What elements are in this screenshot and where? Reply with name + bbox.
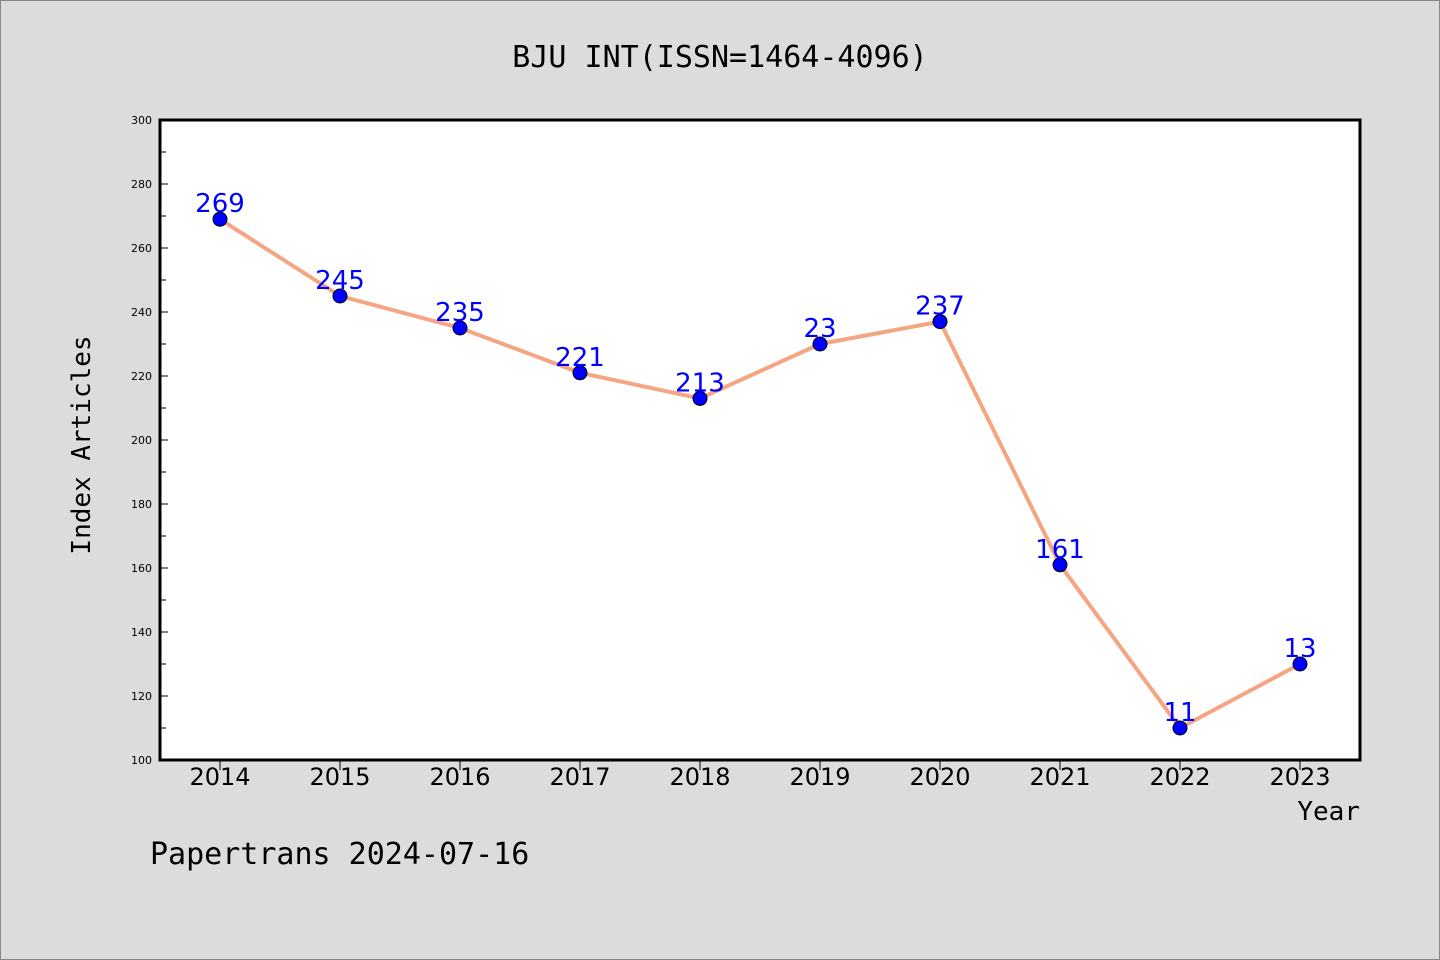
data-label: 237 xyxy=(915,292,965,322)
data-point xyxy=(212,211,228,227)
x-tick-label: 2015 xyxy=(309,763,370,791)
x-axis: 2014 2015 2016 2017 2018 2019 2020 2021 2022 2023 xyxy=(189,760,1331,791)
footer-watermark: Papertrans 2024-07-16 xyxy=(150,837,529,872)
data-label: 23 xyxy=(803,314,836,344)
y-tick-label: 160 xyxy=(131,562,152,575)
series-layer: 269 245 235 221 213 23 237 161 11 13 xyxy=(195,189,1317,736)
data-label: 11 xyxy=(1163,698,1196,728)
x-tick-label: 2023 xyxy=(1269,763,1330,791)
y-tick-label: 140 xyxy=(131,626,152,639)
x-tick-label: 2021 xyxy=(1029,763,1090,791)
data-label: 235 xyxy=(435,298,485,328)
x-tick-label: 2020 xyxy=(909,763,970,791)
y-tick-label: 100 xyxy=(131,754,152,767)
y-tick-label: 180 xyxy=(131,498,152,511)
y-tick-label: 260 xyxy=(131,242,152,255)
data-point xyxy=(932,314,948,330)
x-tick-label: 2019 xyxy=(789,763,850,791)
y-tick-label: 280 xyxy=(131,178,152,191)
x-tick-label: 2022 xyxy=(1149,763,1210,791)
series-line xyxy=(218,217,1302,730)
x-axis-label: Year xyxy=(1297,797,1360,827)
x-tick-label: 2016 xyxy=(429,763,490,791)
y-axis-label: Index Articles xyxy=(67,335,97,554)
x-tick-label: 2018 xyxy=(669,763,730,791)
data-point xyxy=(812,336,828,352)
data-label: 213 xyxy=(675,368,725,398)
data-label: 269 xyxy=(195,189,245,219)
data-point xyxy=(332,288,348,304)
data-label: 221 xyxy=(555,343,605,373)
y-tick-label: 240 xyxy=(131,306,152,319)
data-point xyxy=(1292,656,1308,672)
y-tick-label: 300 xyxy=(131,114,152,127)
data-point xyxy=(1052,557,1068,573)
data-point xyxy=(692,390,708,406)
y-tick-label: 120 xyxy=(131,690,152,703)
chart-title: BJU INT(ISSN=1464-4096) xyxy=(512,40,927,75)
plot-border xyxy=(158,118,1362,762)
data-label: 245 xyxy=(315,266,365,296)
data-point xyxy=(452,320,468,336)
data-point xyxy=(572,365,588,381)
y-tick-label: 200 xyxy=(131,434,152,447)
data-label: 161 xyxy=(1035,535,1085,565)
x-tick-label: 2014 xyxy=(189,763,250,791)
plot-area xyxy=(160,120,1360,760)
data-label: 13 xyxy=(1283,634,1316,664)
y-tick-label: 220 xyxy=(131,370,152,383)
x-tick-label: 2017 xyxy=(549,763,610,791)
data-point xyxy=(1172,720,1188,736)
